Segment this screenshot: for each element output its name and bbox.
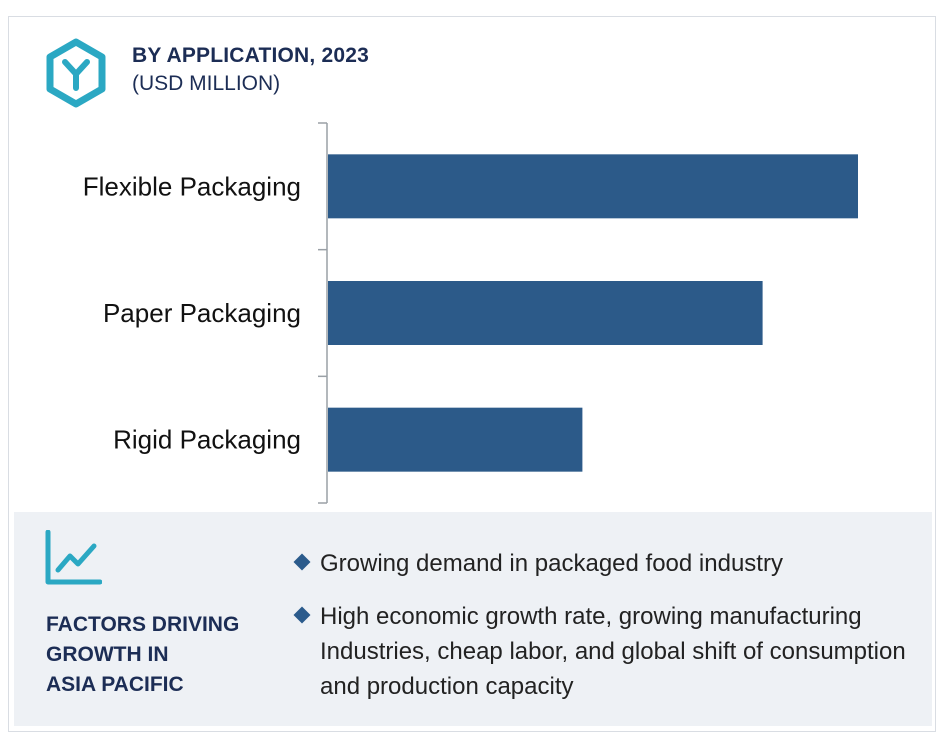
factors-title: FACTORS DRIVING GROWTH IN ASIA PACIFIC xyxy=(46,610,276,700)
factors-panel xyxy=(14,512,932,726)
diamond-bullet-icon xyxy=(293,553,311,571)
factors-title-line: FACTORS DRIVING xyxy=(46,613,240,636)
factor-text: High economic growth rate, growing manuf… xyxy=(320,603,906,700)
category-label: Flexible Packaging xyxy=(83,171,301,201)
chart-title: BY APPLICATION, 2023 xyxy=(132,44,370,67)
trend-chart-icon xyxy=(45,530,102,585)
bar xyxy=(328,281,763,345)
bar xyxy=(328,407,583,472)
chart-subtitle: (USD MILLION) xyxy=(132,72,281,95)
factors-title-line: GROWTH IN xyxy=(46,643,169,666)
factor-item: Growing demand in packaged food industry xyxy=(292,546,912,581)
bar xyxy=(328,154,858,219)
factors-list: Growing demand in packaged food industry… xyxy=(292,546,912,722)
factor-item: High economic growth rate, growing manuf… xyxy=(292,599,912,704)
diamond-bullet-icon xyxy=(293,606,311,624)
category-label: Paper Packaging xyxy=(103,298,301,328)
factors-title-line: ASIA PACIFIC xyxy=(46,673,184,696)
hexagon-y-logo-icon xyxy=(46,38,106,108)
factor-text: Growing demand in packaged food industry xyxy=(320,550,783,577)
category-label: Rigid Packaging xyxy=(113,425,301,455)
